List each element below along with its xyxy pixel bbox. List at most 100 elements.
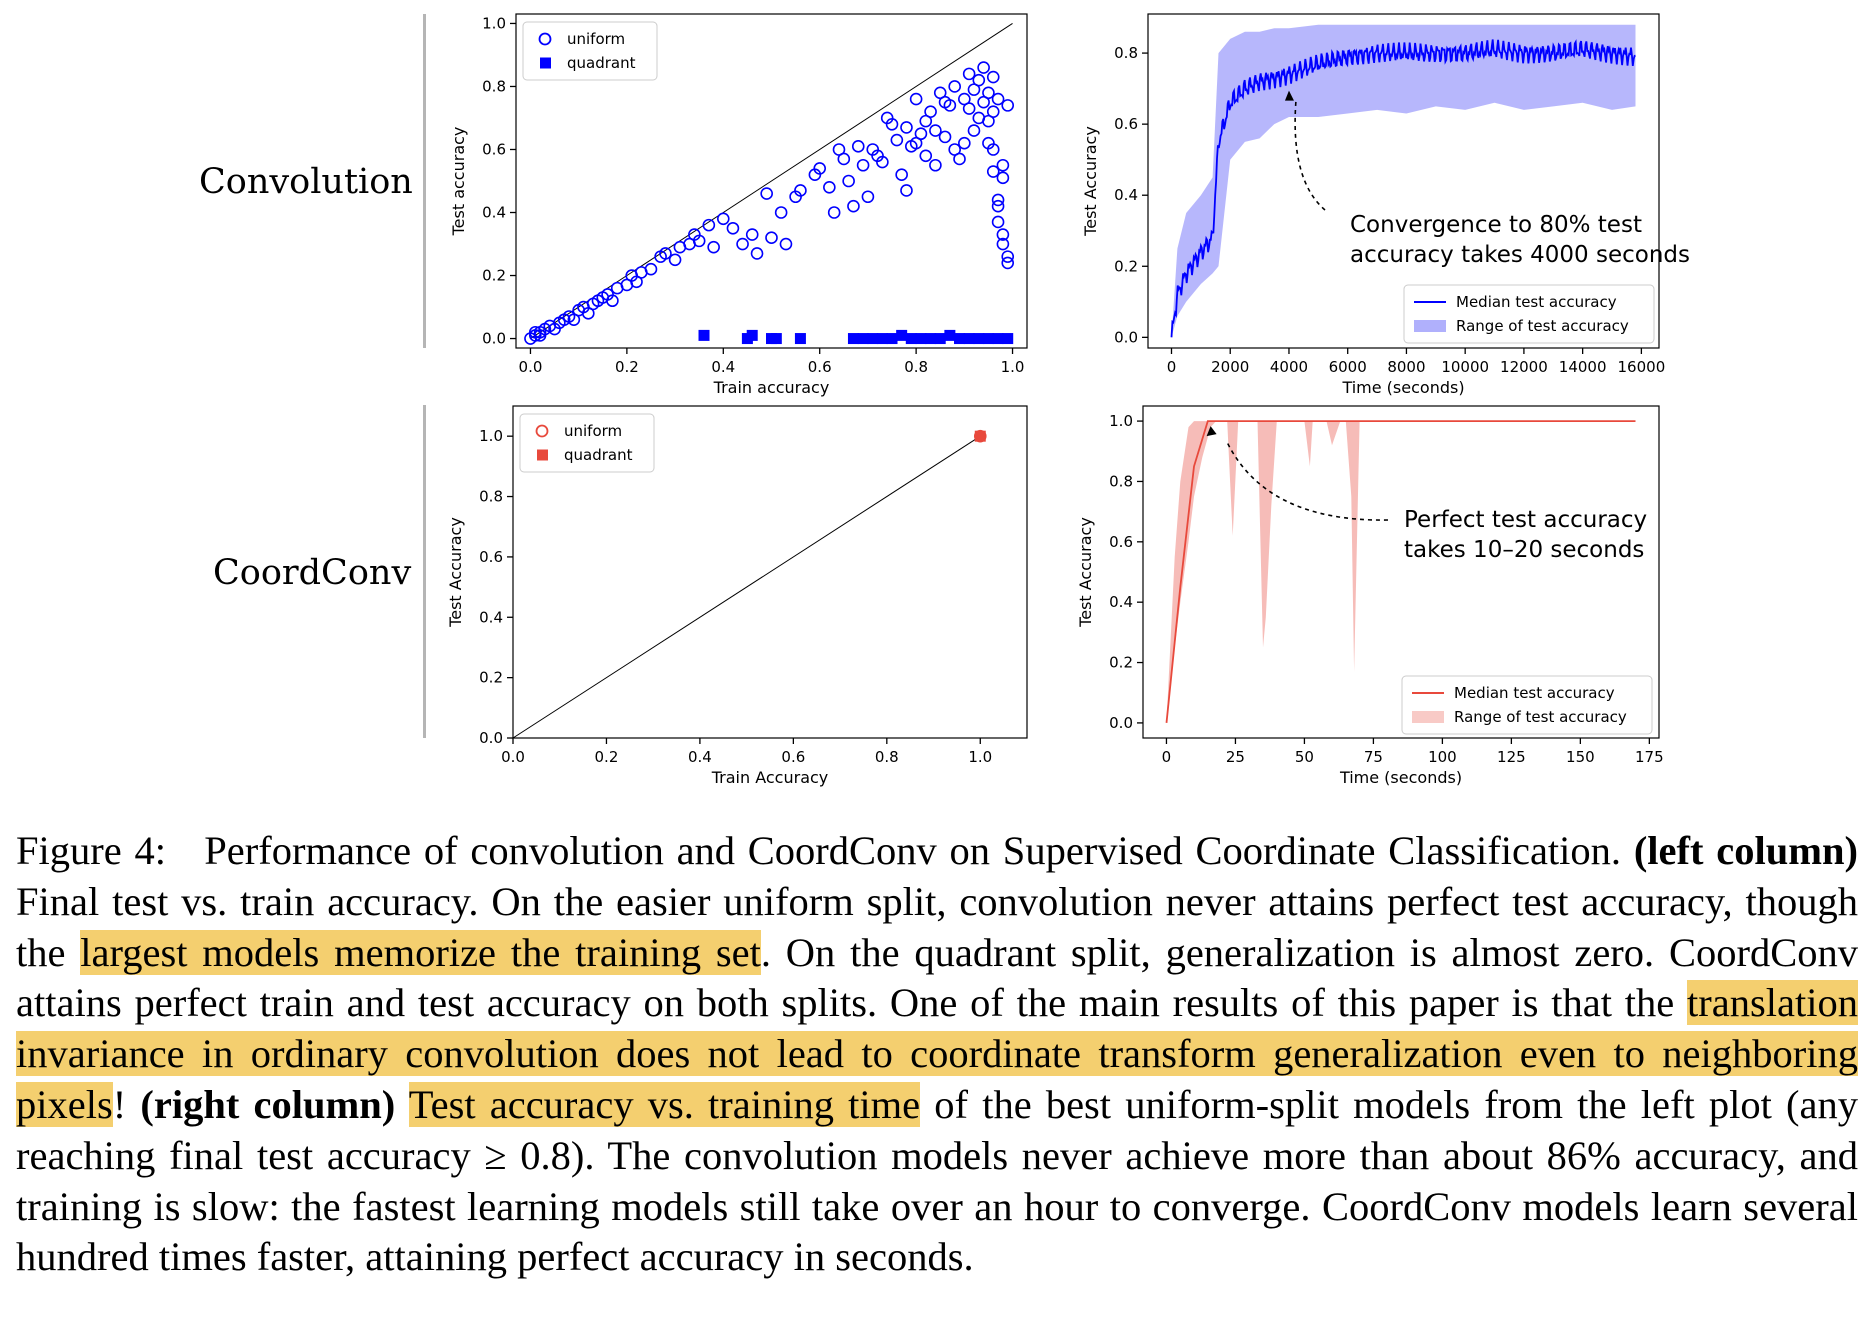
- x-tick-label: 0.6: [808, 358, 832, 376]
- x-tick-label: 0: [1162, 748, 1172, 766]
- x-tick-label: 0.0: [519, 358, 543, 376]
- y-tick-label: 0.2: [479, 669, 503, 687]
- x-tick-label: 0.0: [501, 748, 525, 766]
- x-tick-label: 50: [1295, 748, 1314, 766]
- y-tick-label: 0.0: [1109, 714, 1133, 732]
- quadrant-point: [992, 333, 1004, 345]
- y-tick-label: 0.8: [1109, 472, 1133, 490]
- y-tick-label: 0.0: [1114, 328, 1138, 346]
- x-tick-label: 0.2: [615, 358, 639, 376]
- quadrant-point: [925, 333, 937, 345]
- uniform-point: [909, 92, 923, 106]
- y-tick-label: 0.2: [1114, 257, 1138, 275]
- uniform-point: [707, 240, 720, 254]
- quadrant-point: [876, 333, 888, 345]
- y-axis-label: Test Accuracy: [1076, 517, 1095, 628]
- uniform-point: [1001, 99, 1015, 112]
- uniform-point: [1001, 256, 1015, 270]
- uniform-point: [736, 237, 749, 251]
- y-tick-label: 1.0: [482, 14, 506, 32]
- uniform-point: [823, 181, 836, 194]
- quadrant-point: [698, 329, 710, 341]
- quadrant-point: [857, 333, 869, 345]
- x-tick-label: 100: [1428, 748, 1457, 766]
- uniform-point: [765, 231, 778, 245]
- caption-right-column-label: (right column): [140, 1081, 396, 1127]
- quadrant-point: [1002, 333, 1014, 345]
- uniform-point: [924, 105, 937, 118]
- uniform-point: [885, 117, 899, 131]
- legend-marker-patch: [1414, 320, 1446, 332]
- x-tick-label: 0.8: [875, 748, 899, 766]
- legend-label: Range of test accuracy: [1456, 317, 1629, 335]
- uniform-point: [861, 190, 875, 204]
- uniform-point: [953, 152, 966, 166]
- quadrant-point: [944, 329, 956, 341]
- quadrant-point: [794, 333, 806, 345]
- uniform-point: [991, 193, 1005, 207]
- chart-panel-1: 0.0 0.2 0.4 0.6 0.8 1.0 0.0 0.2 0.4 0.6 0.8 1.0 Trai…: [449, 13, 1028, 397]
- uniform-point: [996, 158, 1010, 172]
- y-axis-label: Test Accuracy: [1081, 126, 1100, 237]
- uniform-point: [794, 184, 807, 197]
- x-tick-label: 0.4: [688, 748, 712, 766]
- uniform-point: [827, 206, 841, 219]
- y-axis-label: Test accuracy: [449, 127, 468, 237]
- caption-text-1: Final test vs. train accuracy. On the ea…: [16, 878, 1858, 975]
- uniform-point: [996, 228, 1010, 241]
- x-axis-label: Time (seconds): [1339, 768, 1462, 787]
- plot-frame: [1147, 13, 1660, 349]
- annotation-text-line-2: accuracy takes 4000 seconds: [1350, 242, 1690, 268]
- uniform-point: [958, 136, 971, 150]
- caption-text-4: [395, 1082, 408, 1127]
- uniform-point: [702, 218, 716, 232]
- y-tick-label: 1.0: [479, 427, 503, 445]
- uniform-point: [692, 234, 706, 248]
- y-tick-label: 0.6: [1114, 115, 1138, 133]
- legend-label: Range of test accuracy: [1454, 708, 1627, 726]
- uniform-point: [986, 70, 1000, 84]
- x-tick-label: 125: [1497, 748, 1526, 766]
- caption-figure-number: Figure 4:: [16, 828, 166, 873]
- plot-frame: [515, 13, 1028, 349]
- uniform-point: [986, 143, 1000, 156]
- y-tick-label: 0.4: [1114, 186, 1138, 204]
- uniform-point: [779, 237, 793, 251]
- y-tick-label: 0.4: [1109, 593, 1133, 611]
- x-tick-label: 1.0: [1001, 358, 1025, 376]
- quadrant-point: [974, 430, 986, 442]
- caption-left-column-label: (left column): [1633, 828, 1858, 873]
- legend-marker-circle: [535, 424, 549, 438]
- x-axis-label: Time (seconds): [1341, 378, 1464, 397]
- x-axis-label: Train Accuracy: [711, 768, 829, 787]
- annotation-text-line-1: Perfect test accuracy: [1404, 507, 1647, 533]
- legend-label: Median test accuracy: [1456, 293, 1617, 311]
- uniform-point: [973, 429, 987, 443]
- figure-panels: 0.0 0.2 0.4 0.6 0.8 1.0 0.0 0.2 0.4 0.6 0.8 1.0 Trai…: [446, 13, 1690, 787]
- x-axis-label: Train accuracy: [713, 378, 830, 397]
- annotation-arrow-curve: [1294, 99, 1326, 211]
- y-tick-label: 0.6: [1109, 533, 1133, 551]
- quadrant-point: [847, 333, 859, 345]
- uniform-point: [948, 80, 961, 93]
- legend-label: uniform: [564, 422, 622, 440]
- median-line: [1170, 39, 1636, 338]
- caption-text-2: . On the quadrant split, generalization …: [16, 929, 1858, 1026]
- legend-box: [519, 413, 655, 473]
- quadrant-point: [896, 329, 908, 341]
- row-label-coordconv: CoordConv: [213, 553, 412, 593]
- legend-box: [1401, 675, 1653, 735]
- quadrant-point: [963, 333, 975, 345]
- x-tick-label: 12000: [1500, 358, 1548, 376]
- caption-title: Performance of convolution and CoordConv…: [204, 828, 1622, 873]
- y-tick-label: 0.2: [1109, 654, 1133, 672]
- chart-panel-2: 0 2000 4000 6000 8000 10000 12000 14000 16000 0.0…: [1081, 13, 1690, 397]
- caption-text-3: !: [112, 1081, 141, 1127]
- identity-diagonal: [512, 435, 981, 739]
- quadrant-point: [954, 333, 966, 345]
- row-label-convolution: Convolution: [199, 162, 413, 202]
- legend-marker-circle: [538, 32, 552, 46]
- quadrant-point: [934, 333, 946, 345]
- quadrant-point: [770, 333, 782, 345]
- range-band: [1171, 24, 1636, 338]
